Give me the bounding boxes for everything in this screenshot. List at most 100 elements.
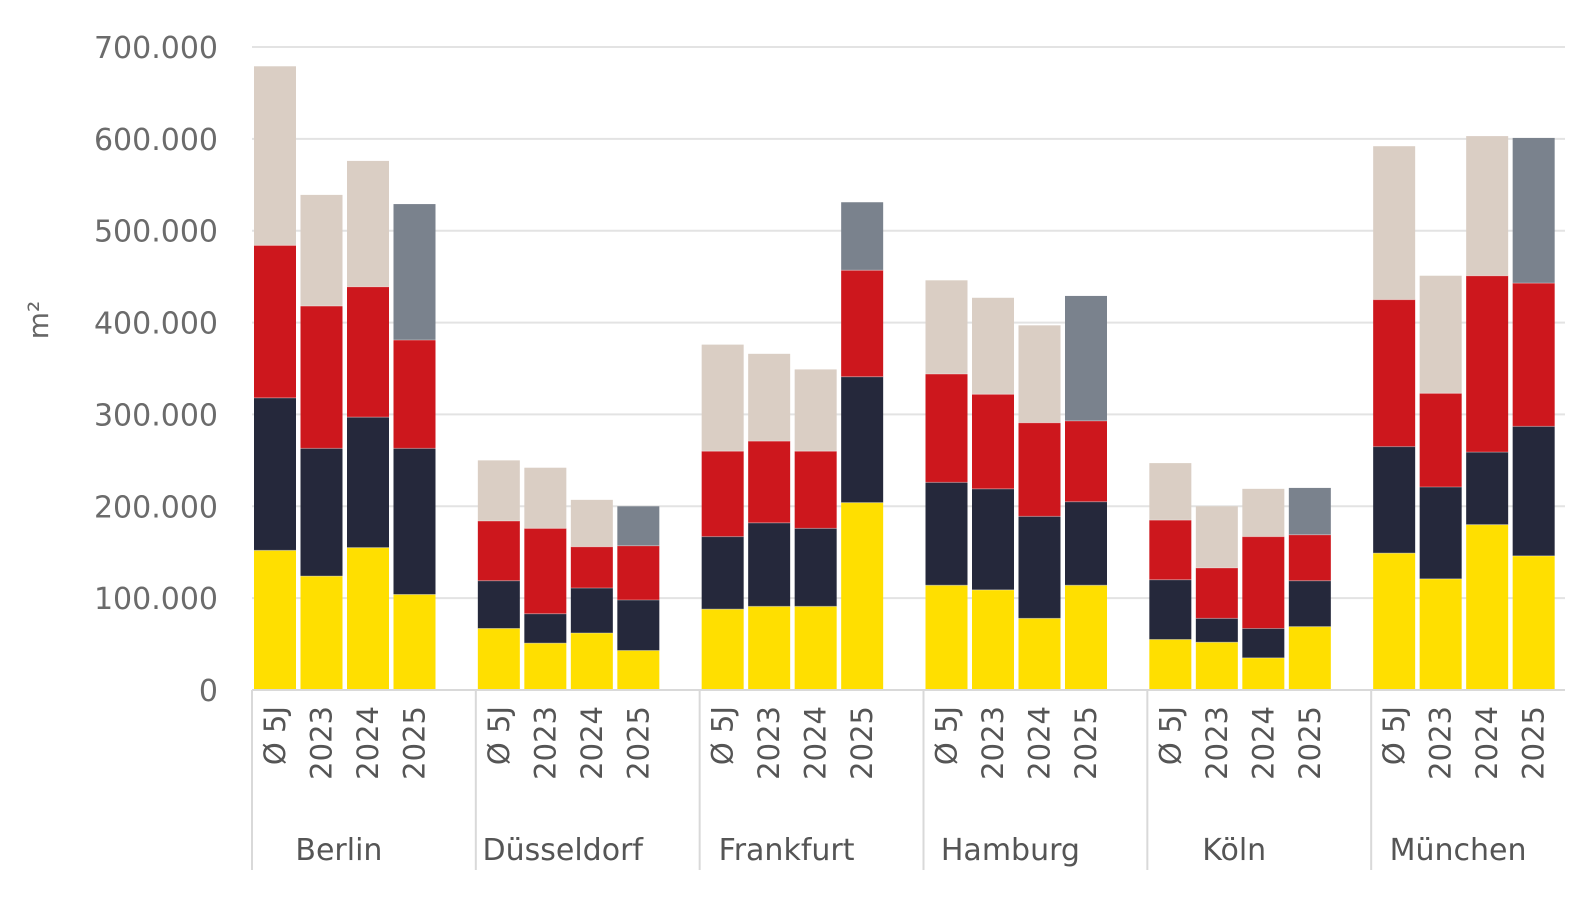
bar-segment bbox=[477, 460, 520, 521]
x-tick-label: 2024 bbox=[575, 706, 609, 780]
group-label: Düsseldorf bbox=[483, 833, 645, 868]
x-tick-label: 2024 bbox=[1470, 706, 1504, 780]
bar-segment bbox=[794, 451, 837, 529]
x-tick-label: 2025 bbox=[1069, 706, 1103, 780]
bar-segment bbox=[925, 585, 968, 690]
bar-segment bbox=[1288, 487, 1331, 535]
bar-segment bbox=[748, 353, 791, 442]
gridlines bbox=[252, 46, 1565, 600]
bar-segment bbox=[570, 499, 613, 547]
y-tick-label: 0 bbox=[199, 674, 218, 709]
bar-segment bbox=[748, 606, 791, 690]
bar-segment bbox=[841, 502, 884, 690]
bar-group-frankfurt bbox=[701, 202, 884, 690]
bar-segment bbox=[570, 588, 613, 634]
x-tick-label: Ø 5J bbox=[258, 706, 292, 765]
y-axis-ticks: 0 100.000 200.000 300.000 400.000 500.000 600.… bbox=[94, 31, 218, 709]
bar-segment bbox=[841, 202, 884, 271]
bar-segment bbox=[1149, 579, 1192, 640]
x-tick-label: Ø 5J bbox=[482, 706, 516, 765]
bar-group-düsseldorf bbox=[477, 460, 660, 690]
group-label: Berlin bbox=[295, 833, 382, 868]
bar-segment bbox=[347, 160, 389, 287]
bar-segment bbox=[1288, 626, 1331, 690]
y-tick-label: 500.000 bbox=[94, 215, 218, 250]
bar-segment bbox=[1065, 585, 1107, 690]
bar-segment bbox=[1466, 275, 1509, 453]
x-tick-label: 2023 bbox=[305, 706, 339, 780]
bar-segment bbox=[477, 628, 520, 690]
bar-segment bbox=[794, 528, 837, 607]
x-tick-label: 2023 bbox=[1424, 706, 1458, 780]
bar-segment bbox=[794, 369, 837, 452]
bar-segment bbox=[1018, 618, 1061, 690]
bar-segment bbox=[1149, 520, 1192, 580]
group-label: Köln bbox=[1202, 833, 1266, 868]
bar-segment bbox=[1242, 657, 1285, 690]
bar-segment bbox=[1466, 136, 1509, 276]
bar-segment bbox=[1065, 295, 1107, 421]
x-tick-label: 2025 bbox=[398, 706, 432, 780]
bar-segment bbox=[1512, 137, 1555, 284]
bar-segment bbox=[300, 194, 343, 307]
bar-segment bbox=[1195, 618, 1238, 643]
bar-segment bbox=[570, 633, 613, 690]
group-label: Hamburg bbox=[941, 833, 1080, 868]
bar-segment bbox=[393, 340, 436, 449]
bar-segment bbox=[524, 528, 567, 614]
x-tick-label: 2024 bbox=[799, 706, 833, 780]
x-tick-label: 2023 bbox=[976, 706, 1010, 780]
bar-segment bbox=[1512, 555, 1555, 690]
bar-segment bbox=[477, 520, 520, 581]
x-axis: Ø 5J 2023 2024 2025 Berlin Ø 5J 2023 2024 2025 Dü… bbox=[251, 689, 1565, 870]
x-tick-label: 2025 bbox=[621, 706, 655, 780]
x-tick-label: Ø 5J bbox=[930, 706, 964, 765]
bar-segment bbox=[617, 599, 660, 651]
x-tick-label: 2024 bbox=[1246, 706, 1280, 780]
bar-segment bbox=[300, 448, 343, 577]
bar-segment bbox=[254, 550, 296, 690]
bar-segment bbox=[1419, 275, 1462, 394]
bar-segment bbox=[617, 650, 660, 690]
bar-segment bbox=[1195, 506, 1238, 568]
bar-segment bbox=[1419, 486, 1462, 579]
bar-segment bbox=[254, 245, 296, 398]
bar-segment bbox=[393, 594, 436, 690]
bar-segment bbox=[300, 576, 343, 690]
bar-segment bbox=[1242, 628, 1285, 658]
bar-segment bbox=[393, 448, 436, 595]
bar-segment bbox=[1373, 299, 1416, 447]
x-tick-label: 2025 bbox=[1293, 706, 1327, 780]
bar-segment bbox=[1149, 639, 1192, 690]
bar-segment bbox=[925, 374, 968, 483]
bar-segment bbox=[701, 609, 744, 690]
bar-segment bbox=[701, 451, 744, 537]
bar-segment bbox=[1242, 536, 1285, 629]
bar-segment bbox=[347, 286, 389, 418]
bars bbox=[254, 66, 1555, 690]
bar-segment bbox=[972, 589, 1014, 690]
x-tick-label: 2023 bbox=[752, 706, 786, 780]
bar-segment bbox=[1419, 393, 1462, 487]
y-tick-label: 600.000 bbox=[94, 123, 218, 158]
bar-segment bbox=[1466, 452, 1509, 525]
bar-segment bbox=[1018, 325, 1061, 423]
x-tick-label: Ø 5J bbox=[706, 706, 740, 765]
bar-group-köln bbox=[1149, 463, 1331, 690]
bar-segment bbox=[925, 482, 968, 586]
group-label: Frankfurt bbox=[719, 833, 855, 868]
bar-segment bbox=[347, 417, 389, 548]
bar-segment bbox=[1288, 534, 1331, 581]
x-tick-label: 2023 bbox=[528, 706, 562, 780]
bar-segment bbox=[524, 613, 567, 644]
bar-segment bbox=[972, 297, 1014, 395]
x-tick-label: 2025 bbox=[845, 706, 879, 780]
bar-segment bbox=[570, 546, 613, 589]
bar-group-münchen bbox=[1373, 136, 1555, 690]
bar-segment bbox=[701, 344, 744, 452]
bar-segment bbox=[1373, 146, 1416, 300]
bar-segment bbox=[524, 467, 567, 529]
bar-segment bbox=[1195, 642, 1238, 690]
bar-segment bbox=[254, 397, 296, 551]
x-tick-label: 2023 bbox=[1200, 706, 1234, 780]
